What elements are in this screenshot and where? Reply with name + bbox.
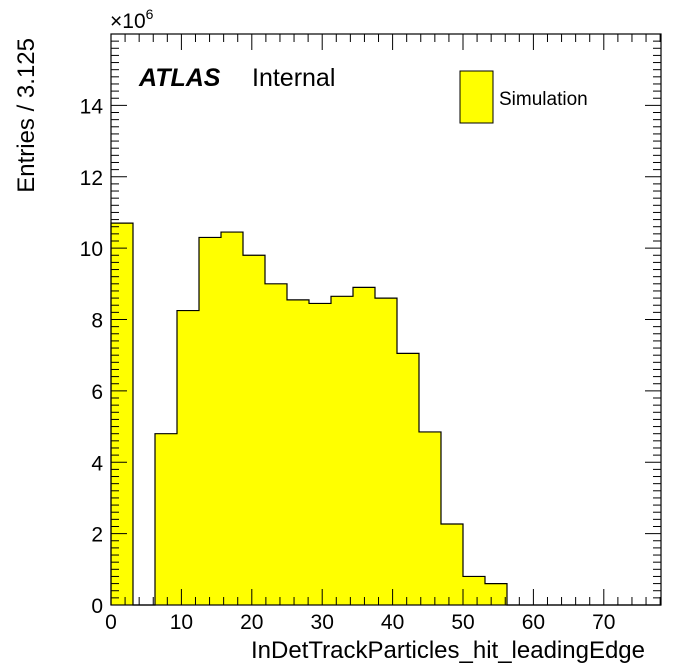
histogram-bar	[375, 298, 397, 605]
legend: Simulation	[459, 70, 588, 124]
histogram-bar	[265, 283, 287, 605]
legend-swatch	[459, 70, 494, 124]
histogram-step-line	[110, 222, 661, 606]
legend-entry-simulation: Simulation	[499, 89, 588, 110]
histogram-outline	[110, 222, 661, 606]
y-tick-label: 12	[80, 167, 103, 190]
x-tick-label: 20	[240, 611, 263, 634]
histogram-bar	[419, 431, 441, 605]
y-axis-title: Entries / 3.125	[13, 38, 40, 193]
histogram-bar	[243, 255, 265, 605]
histogram-bar	[155, 433, 177, 605]
x-tick-label: 60	[522, 611, 545, 634]
internal-label: Internal	[252, 64, 335, 92]
y-axis-multiplier: ×106	[110, 6, 154, 33]
histogram-bar	[485, 583, 507, 605]
histogram-bar	[353, 287, 375, 605]
histogram-bar	[397, 353, 419, 605]
x-axis-title: InDetTrackParticles_hit_leadingEdge	[251, 637, 645, 664]
histogram-bars	[111, 223, 507, 606]
x-tick-label: 70	[592, 611, 615, 634]
y-tick-label: 14	[80, 95, 104, 118]
histogram-bar	[199, 237, 221, 605]
x-tick-label: 50	[451, 611, 474, 634]
histogram-bar	[111, 223, 133, 606]
x-tick-label: 40	[381, 611, 404, 634]
x-tick-label: 30	[311, 611, 334, 634]
y-axis-multiplier-exponent: 6	[146, 6, 154, 22]
y-tick-label: 0	[91, 595, 103, 618]
histogram-bar	[309, 303, 331, 605]
histogram-bar	[463, 576, 485, 605]
atlas-label: ATLAS	[138, 64, 221, 92]
y-tick-label: 8	[91, 310, 103, 333]
x-tick-label: 10	[170, 611, 193, 634]
y-tick-label: 4	[91, 452, 103, 475]
y-axis-ticks: 0 2 4 6 8 10 12 14	[80, 33, 661, 618]
histogram-bar	[287, 299, 309, 605]
y-tick-label: 6	[91, 381, 103, 404]
histogram-bar	[331, 296, 353, 605]
y-tick-label: 2	[91, 524, 103, 547]
histogram-bar	[177, 310, 199, 605]
x-tick-label: 0	[105, 611, 117, 634]
histogram-bar	[441, 523, 463, 605]
y-tick-label: 10	[80, 238, 103, 261]
x-axis-ticks: 0 10 20 30 40 50 60 70	[105, 34, 661, 634]
histogram-bar	[221, 232, 243, 606]
